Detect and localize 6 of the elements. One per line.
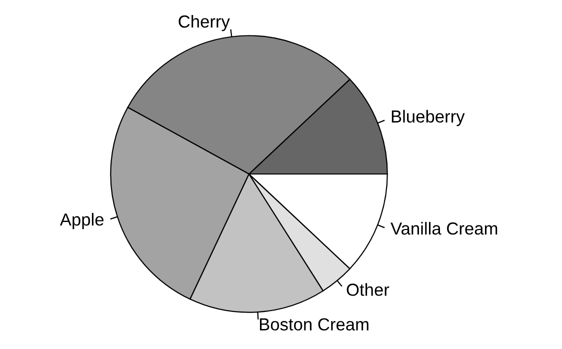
slice-label: Cherry — [178, 14, 230, 32]
slice-label: Apple — [60, 212, 104, 230]
slice-label: Other — [346, 283, 390, 296]
slice-label: Vanilla Cream — [390, 222, 498, 235]
slice-label: Blueberry — [392, 110, 465, 126]
slice-label: Boston Cream — [260, 318, 368, 331]
